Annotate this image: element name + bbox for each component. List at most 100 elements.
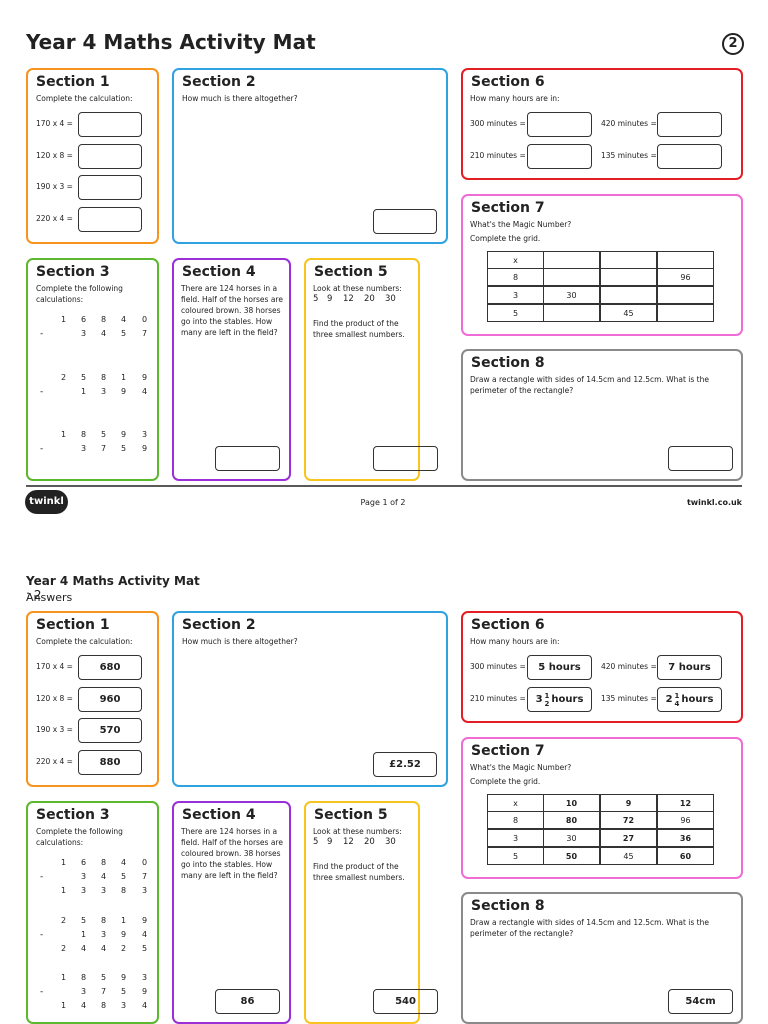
section-heading: Section 8: [471, 898, 545, 914]
prompt: Complete the grid.: [470, 234, 541, 243]
section-heading: Section 6: [471, 617, 545, 633]
answer-box: [78, 207, 142, 232]
grid-cell: 27: [600, 829, 657, 847]
prompt: Complete the following calculations:: [36, 284, 123, 304]
grid-cell: [543, 304, 600, 322]
digit: 5: [142, 943, 148, 953]
whole: 2: [665, 694, 673, 705]
subtitle: Answers: [26, 591, 73, 604]
digit: 3: [121, 1001, 127, 1010]
prompt: What's the Magic Number?: [470, 763, 572, 772]
question: 135 minutes =: [601, 694, 657, 703]
answer-box: [373, 209, 437, 234]
section-4: [172, 801, 291, 1024]
title: Year 4 Maths Activity Mat: [26, 30, 316, 54]
grid-cell: 80: [543, 811, 600, 829]
prompt: Complete the following calculations:: [36, 827, 123, 847]
digit: 8: [81, 973, 87, 982]
digit: 0: [142, 315, 148, 324]
operator: -: [40, 329, 44, 339]
grid-cell: 30: [543, 286, 600, 304]
problem: Find the product of the three smallest n…: [313, 319, 405, 339]
digit: 8: [101, 915, 107, 925]
grid-cell: 45: [600, 847, 657, 865]
section-3: [26, 801, 159, 1024]
grid-cell: 3: [487, 286, 544, 304]
digit: 5: [121, 872, 127, 881]
section-6: [461, 68, 743, 180]
question: 420 minutes =: [601, 119, 657, 128]
number: 9: [327, 294, 333, 304]
section-2: [172, 611, 448, 787]
digit: 1: [61, 858, 67, 867]
grid-cell: [657, 304, 714, 322]
question: 190 x 3 =: [36, 182, 73, 191]
digit: 1: [61, 886, 67, 895]
digit: 1: [61, 430, 67, 439]
grid-cell: [543, 268, 600, 286]
digit: 5: [121, 444, 127, 453]
answer-box: 680: [78, 655, 142, 680]
problem: There are 124 horses in a field. Half of…: [181, 284, 283, 337]
unit: hours: [551, 694, 584, 705]
grid-cell: 50: [543, 847, 600, 865]
digit: 2: [61, 915, 67, 925]
badge: 2: [722, 33, 744, 55]
prompt: Look at these numbers:: [313, 284, 402, 293]
digit: 3: [81, 329, 87, 338]
answer-box: [78, 112, 142, 137]
number: 12: [343, 837, 354, 847]
answer-box: 54cm: [668, 989, 733, 1014]
operator: -: [40, 872, 44, 882]
section-heading: Section 6: [471, 74, 545, 90]
grid-cell: [600, 286, 657, 304]
grid-cell: 45: [600, 304, 657, 322]
title: Year 4 Maths Activity Mat: 2: [26, 574, 200, 602]
section-8: [461, 892, 743, 1024]
question: 220 x 4 =: [36, 757, 73, 766]
section-3: [26, 258, 159, 481]
digit: 7: [101, 444, 107, 453]
number: 20: [364, 294, 375, 304]
digit: 8: [121, 886, 127, 895]
question: 210 minutes =: [470, 694, 526, 703]
answer-box: £2.52: [373, 752, 437, 777]
section-heading: Section 2: [182, 617, 256, 633]
numerator: 1: [544, 691, 550, 700]
section-heading: Section 5: [314, 264, 388, 280]
question: 300 minutes =: [470, 662, 526, 671]
digit: 4: [142, 929, 148, 939]
digit: 3: [142, 973, 148, 982]
digit: 3: [81, 872, 87, 881]
digit: 4: [81, 943, 87, 953]
grid-cell: [600, 251, 657, 269]
section-5: [304, 258, 420, 481]
digit: 4: [101, 872, 107, 881]
prompt: How many hours are in:: [470, 637, 560, 646]
number: 20: [364, 837, 375, 847]
problem: Find the product of the three smallest n…: [313, 862, 405, 882]
number: 12: [343, 294, 354, 304]
prompt: Complete the calculation:: [36, 637, 133, 646]
grid-cell: 30: [543, 829, 600, 847]
answer-box: 960: [78, 687, 142, 712]
digit: 5: [101, 430, 107, 439]
section-4: [172, 258, 291, 481]
digit: 8: [81, 430, 87, 439]
section-heading: Section 3: [36, 264, 110, 280]
answer-box: [215, 446, 280, 471]
operator: -: [40, 929, 44, 940]
question: 135 minutes =: [601, 151, 657, 160]
section-heading: Section 7: [471, 743, 545, 759]
grid-cell: [657, 286, 714, 304]
digit: 3: [142, 430, 148, 439]
answer-box: 3 1 2 hours: [527, 687, 592, 712]
section-heading: Section 8: [471, 355, 545, 371]
number: 30: [385, 294, 396, 304]
digit: 7: [142, 329, 148, 338]
grid-cell: 96: [657, 811, 714, 829]
answer-box: 7 hours: [657, 655, 722, 680]
digit: 5: [81, 915, 87, 925]
